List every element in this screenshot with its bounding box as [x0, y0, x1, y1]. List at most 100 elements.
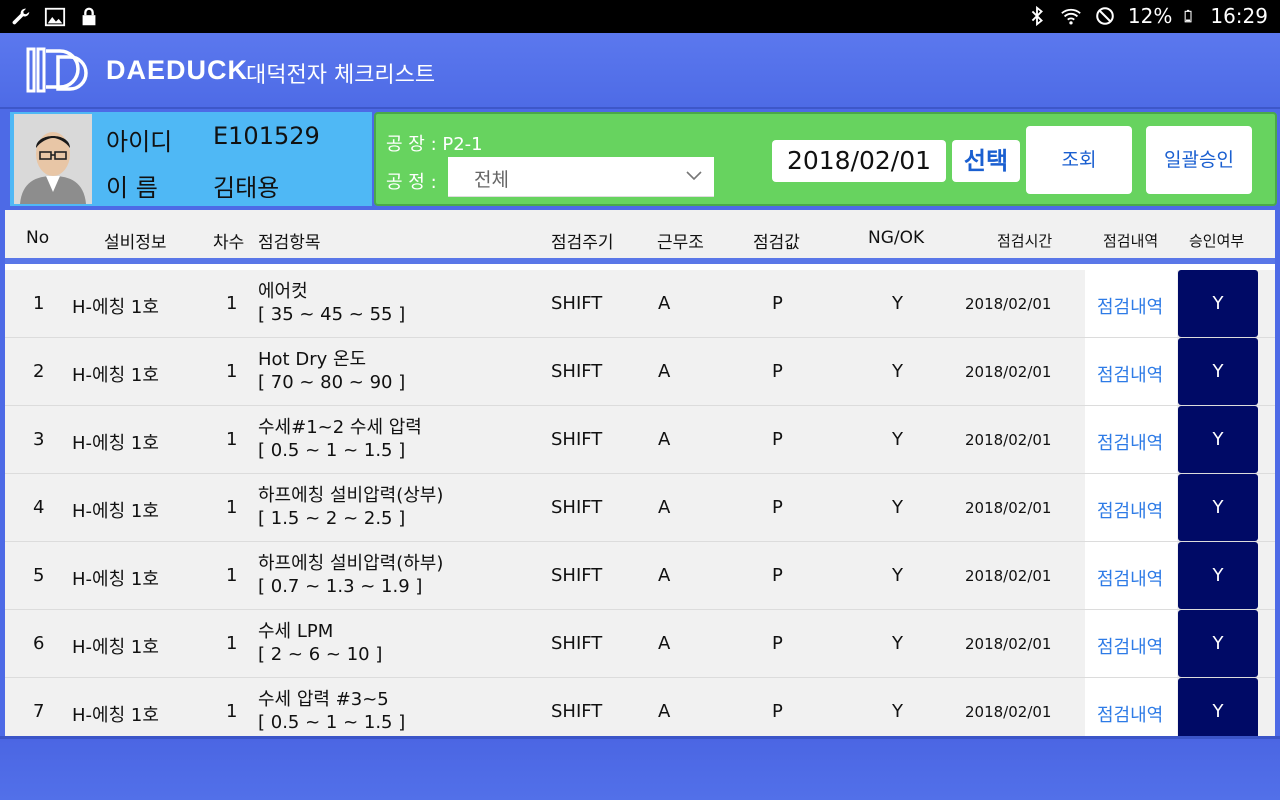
user-id-value: E101529 [213, 122, 320, 150]
cell-item: 수세#1~2 수세 압력[ 0.5 ~ 1 ~ 1.5 ] [258, 416, 422, 462]
cell-no: 6 [33, 633, 45, 654]
item-name: Hot Dry 온도 [258, 349, 367, 370]
cell-ngok: Y [892, 565, 903, 586]
header-item: 점검항목 [258, 233, 321, 253]
date-field[interactable]: 2018/02/01 [772, 140, 946, 182]
detail-link[interactable]: 점검내역 [1097, 637, 1164, 658]
item-range: [ 1.5 ~ 2 ~ 2.5 ] [258, 508, 406, 529]
user-info-panel: 아이디 E101529 이 름 김태용 [10, 112, 372, 206]
detail-link[interactable]: 점검내역 [1097, 365, 1164, 386]
cell-cycle: SHIFT [551, 701, 603, 722]
cell-ngok: Y [892, 293, 903, 314]
app-title: 대덕전자 체크리스트 [246, 63, 436, 88]
header-cycle: 점검주기 [551, 233, 614, 253]
item-range: [ 0.5 ~ 1 ~ 1.5 ] [258, 440, 406, 461]
cell-cycle: SHIFT [551, 361, 603, 382]
cell-value: P [772, 361, 783, 382]
approve-button[interactable]: Y [1178, 474, 1258, 541]
cell-no: 5 [33, 565, 45, 586]
cell-round: 1 [226, 565, 238, 586]
process-selected-value: 전체 [474, 169, 509, 191]
cell-time: 2018/02/01 [965, 635, 1052, 653]
detail-link[interactable]: 점검내역 [1097, 433, 1164, 454]
header-ngok: NG/OK [868, 228, 925, 248]
detail-link[interactable]: 점검내역 [1097, 297, 1164, 318]
header-detail: 점검내역 [1103, 232, 1159, 250]
cell-time: 2018/02/01 [965, 499, 1052, 517]
cell-shift: A [658, 497, 671, 518]
date-select-button[interactable]: 선택 [952, 140, 1020, 182]
item-name: 수세 압력 #3~5 [258, 689, 389, 710]
item-name: 하프에칭 설비압력(상부) [258, 485, 444, 506]
approve-button[interactable]: Y [1178, 338, 1258, 405]
cell-cycle: SHIFT [551, 565, 603, 586]
cell-equipment: H-에칭 1호 [72, 569, 159, 590]
approve-button[interactable]: Y [1178, 406, 1258, 473]
cell-shift: A [658, 293, 671, 314]
cell-value: P [772, 293, 783, 314]
approve-button[interactable]: Y [1178, 542, 1258, 609]
cell-value: P [772, 701, 783, 722]
approve-all-button[interactable]: 일괄승인 [1146, 126, 1252, 194]
cell-equipment: H-에칭 1호 [72, 433, 159, 454]
checklist-table: No 설비정보 차수 점검항목 점검주기 근무조 점검값 NG/OK 점검시간 … [5, 210, 1275, 736]
battery-percent: 12% [1127, 4, 1173, 28]
table-row: 3 H-에칭 1호 1 SHIFT A P Y 2018/02/01 수세#1~2 수세 압력[… [5, 406, 1275, 474]
cell-equipment: H-에칭 1호 [72, 501, 159, 522]
cell-shift: A [658, 565, 671, 586]
table-header: No 설비정보 차수 점검항목 점검주기 근무조 점검값 NG/OK 점검시간 … [5, 210, 1275, 264]
user-name-label: 이 름 [106, 174, 158, 202]
cell-time: 2018/02/01 [965, 431, 1052, 449]
user-id-label: 아이디 [106, 128, 173, 156]
approve-button[interactable]: Y [1178, 678, 1258, 736]
header-round: 차수 [213, 233, 245, 253]
process-dropdown[interactable]: 전체 [448, 157, 714, 197]
cell-cycle: SHIFT [551, 293, 603, 314]
cell-ngok: Y [892, 701, 903, 722]
factory-filter: 공 장 : P2-1 [386, 130, 483, 156]
table-body: 1 H-에칭 1호 1 SHIFT A P Y 2018/02/01 에어컷[ 35 ~ 45 … [5, 270, 1275, 736]
dnd-icon [1096, 7, 1114, 25]
detail-link[interactable]: 점검내역 [1097, 705, 1164, 726]
approve-button[interactable]: Y [1178, 270, 1258, 337]
battery-icon [1185, 9, 1192, 23]
clock: 16:29 [1210, 4, 1268, 28]
cell-value: P [772, 565, 783, 586]
header-no: No [26, 228, 50, 248]
table-row: 4 H-에칭 1호 1 SHIFT A P Y 2018/02/01 하프에칭 설비압력(상부)… [5, 474, 1275, 542]
item-range: [ 2 ~ 6 ~ 10 ] [258, 644, 383, 665]
cell-equipment: H-에칭 1호 [72, 365, 159, 386]
cell-no: 3 [33, 429, 45, 450]
detail-cell [1085, 542, 1177, 609]
item-name: 수세#1~2 수세 압력 [258, 417, 422, 438]
cell-no: 7 [33, 701, 45, 722]
approve-button[interactable]: Y [1178, 610, 1258, 677]
table-row: 7 H-에칭 1호 1 SHIFT A P Y 2018/02/01 수세 압력 #3~5[ 0… [5, 678, 1275, 736]
item-range: [ 35 ~ 45 ~ 55 ] [258, 304, 406, 325]
item-range: [ 70 ~ 80 ~ 90 ] [258, 372, 406, 393]
user-name-value: 김태용 [213, 174, 280, 202]
cell-ngok: Y [892, 497, 903, 518]
cell-time: 2018/02/01 [965, 363, 1052, 381]
detail-link[interactable]: 점검내역 [1097, 569, 1164, 590]
daeduck-logo [26, 47, 88, 93]
cell-time: 2018/02/01 [965, 703, 1052, 721]
detail-link[interactable]: 점검내역 [1097, 501, 1164, 522]
item-name: 수세 LPM [258, 621, 334, 642]
query-button[interactable]: 조회 [1026, 126, 1132, 194]
cell-value: P [772, 633, 783, 654]
detail-cell [1085, 338, 1177, 405]
cell-value: P [772, 429, 783, 450]
table-row: 2 H-에칭 1호 1 SHIFT A P Y 2018/02/01 Hot Dry 온도[ 7… [5, 338, 1275, 406]
header-approve: 승인여부 [1189, 232, 1245, 250]
cell-round: 1 [226, 633, 238, 654]
cell-round: 1 [226, 361, 238, 382]
detail-cell [1085, 610, 1177, 677]
cell-item: 수세 LPM[ 2 ~ 6 ~ 10 ] [258, 620, 382, 666]
cell-item: 에어컷[ 35 ~ 45 ~ 55 ] [258, 280, 405, 326]
table-row: 6 H-에칭 1호 1 SHIFT A P Y 2018/02/01 수세 LPM[ 2 ~ 6… [5, 610, 1275, 678]
cell-ngok: Y [892, 361, 903, 382]
factory-label: 공 장 : [386, 134, 443, 155]
cell-time: 2018/02/01 [965, 295, 1052, 313]
process-label: 공 정 : [386, 172, 437, 193]
